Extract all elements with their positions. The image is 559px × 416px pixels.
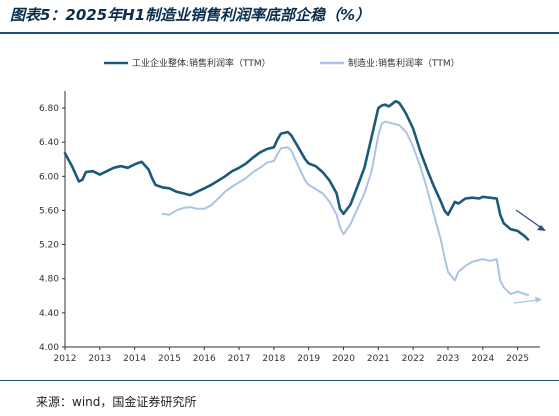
chart-title: 图表5：2025年H1制造业销售利润率底部企稳（%） [10, 6, 371, 24]
x-tick-label-8: 2020 [332, 354, 355, 364]
y-tick-label-6: 6.40 [39, 138, 59, 148]
trend-arrowhead-up [535, 296, 542, 303]
x-tick-label-1: 2013 [88, 354, 111, 364]
y-tick-label-3: 5.20 [39, 241, 59, 251]
x-tick-label-7: 2019 [297, 354, 320, 364]
x-tick-label-0: 2012 [54, 354, 77, 364]
y-tick-label-5: 6.00 [39, 172, 59, 182]
x-tick-label-13: 2025 [506, 354, 529, 364]
trend-arrow-up [513, 299, 539, 304]
series-line-industrial [63, 99, 530, 241]
x-tick-label-12: 2024 [471, 354, 494, 364]
x-tick-label-5: 2017 [228, 354, 251, 364]
line-chart: 工业企业整体:销售利润率（TTM） 制造业:销售利润率（TTM） 4.00 4.4… [39, 57, 546, 364]
title-divider [0, 32, 559, 34]
y-tick-label-1: 4.40 [39, 309, 59, 319]
series-layer [63, 99, 530, 296]
source-note: 来源：wind，国金证券研究所 [36, 395, 197, 409]
trend-arrowhead-down [537, 225, 546, 231]
y-tick-group: 4.00 4.40 4.80 5.20 5.60 6.00 6.40 6.80 [39, 104, 65, 353]
legend-label-secondary: 制造业:销售利润率（TTM） [348, 57, 460, 69]
x-tick-group: 2012 2013 2014 2015 2016 2017 2018 2019 2020 2021… [54, 347, 529, 364]
x-tick-label-9: 2021 [367, 354, 390, 364]
x-tick-label-6: 2018 [262, 354, 285, 364]
x-tick-label-11: 2023 [437, 354, 460, 364]
series-line-manufacturing [161, 120, 529, 296]
x-tick-label-10: 2022 [402, 354, 425, 364]
x-tick-label-4: 2016 [193, 354, 216, 364]
y-tick-label-4: 5.60 [39, 206, 59, 216]
y-tick-label-2: 4.80 [39, 275, 59, 285]
legend-label-primary: 工业企业整体:销售利润率（TTM） [132, 57, 271, 69]
y-tick-label-0: 4.00 [39, 343, 59, 353]
x-tick-label-3: 2015 [158, 354, 181, 364]
y-tick-label-7: 6.80 [39, 104, 59, 114]
footer-divider [0, 380, 559, 381]
trend-arrow-down [515, 209, 544, 230]
legend: 工业企业整体:销售利润率（TTM） 制造业:销售利润率（TTM） [104, 57, 460, 69]
x-tick-label-2: 2014 [123, 354, 146, 364]
